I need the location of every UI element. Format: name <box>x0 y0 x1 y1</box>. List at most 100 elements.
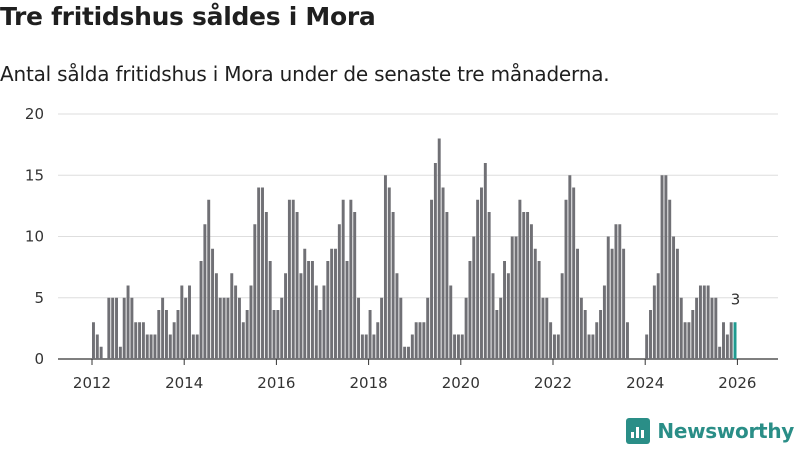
bar <box>164 310 168 359</box>
bar <box>230 273 234 359</box>
bar <box>318 310 322 359</box>
bar <box>138 322 142 359</box>
bar <box>652 285 656 359</box>
bar <box>725 334 729 359</box>
bar <box>683 322 687 359</box>
bar <box>437 138 441 359</box>
bar <box>476 199 480 359</box>
bar <box>407 346 410 359</box>
bar <box>337 224 341 359</box>
bar <box>656 273 660 359</box>
bar <box>422 322 426 359</box>
y-tick-label: 15 <box>25 166 44 184</box>
bar <box>675 248 679 359</box>
bar <box>153 334 157 359</box>
bar <box>141 322 145 359</box>
bar <box>284 273 288 359</box>
bar <box>188 285 191 359</box>
bar <box>733 322 737 359</box>
bar <box>149 334 153 359</box>
x-tick-label: 2026 <box>718 374 756 392</box>
bar <box>514 236 518 359</box>
bar <box>495 310 499 359</box>
bar <box>533 248 537 359</box>
bar <box>426 297 430 359</box>
bar <box>687 322 691 359</box>
bar <box>111 297 115 359</box>
chart-title: Tre fritidshus såldes i Mora <box>0 2 376 31</box>
bar <box>541 297 545 359</box>
bar <box>234 285 238 359</box>
newsworthy-logo: Newsworthy <box>626 418 794 444</box>
y-tick-label: 10 <box>25 228 44 246</box>
x-tick-label: 2016 <box>257 374 295 392</box>
bar <box>487 212 491 359</box>
bar <box>625 322 629 359</box>
bar <box>602 285 606 359</box>
bar <box>568 175 572 359</box>
bar <box>214 273 218 359</box>
y-tick-label: 0 <box>34 350 44 368</box>
bar <box>253 224 257 359</box>
bar <box>702 285 706 359</box>
bar <box>287 199 291 359</box>
bar <box>691 310 695 359</box>
bar <box>303 248 307 359</box>
bar <box>222 297 226 359</box>
bar <box>698 285 702 359</box>
bar <box>276 310 280 359</box>
bar <box>464 297 468 359</box>
x-tick-label: 2018 <box>350 374 388 392</box>
bar <box>664 175 668 359</box>
brand-name: Newsworthy <box>657 419 794 443</box>
bar <box>599 310 603 359</box>
bar <box>257 187 261 359</box>
bar <box>261 187 264 359</box>
bar <box>399 297 403 359</box>
bar <box>660 175 664 359</box>
bar <box>414 322 418 359</box>
bar <box>145 334 149 359</box>
bar <box>245 310 249 359</box>
bar <box>483 163 487 359</box>
bar <box>280 297 284 359</box>
bar <box>107 297 111 359</box>
bar <box>334 248 337 359</box>
bar <box>587 334 591 359</box>
bar <box>322 285 326 359</box>
bar <box>92 322 95 359</box>
bar <box>526 212 530 359</box>
bar <box>499 297 503 359</box>
bar <box>441 187 445 359</box>
bars <box>92 138 737 359</box>
bar <box>364 334 368 359</box>
bar <box>433 163 437 359</box>
bar <box>418 322 422 359</box>
bar <box>403 346 407 359</box>
bar <box>710 297 714 359</box>
bar <box>372 334 376 359</box>
bar <box>645 334 649 359</box>
bar <box>380 297 384 359</box>
bar <box>349 199 353 359</box>
bar <box>353 212 357 359</box>
bar <box>460 334 464 359</box>
bar <box>191 334 195 359</box>
bar <box>341 199 345 359</box>
bar <box>310 261 314 359</box>
bar <box>307 261 311 359</box>
bar <box>472 236 476 359</box>
bar-chart-icon <box>626 418 651 444</box>
bar <box>453 334 457 359</box>
bar <box>268 261 272 359</box>
bar <box>357 297 361 359</box>
bar <box>195 334 199 359</box>
bar <box>522 212 526 359</box>
bar <box>207 199 211 359</box>
bar <box>115 297 118 359</box>
bar <box>576 248 579 359</box>
bar <box>706 285 710 359</box>
bar <box>168 334 172 359</box>
bar <box>564 199 568 359</box>
bar <box>503 261 506 359</box>
